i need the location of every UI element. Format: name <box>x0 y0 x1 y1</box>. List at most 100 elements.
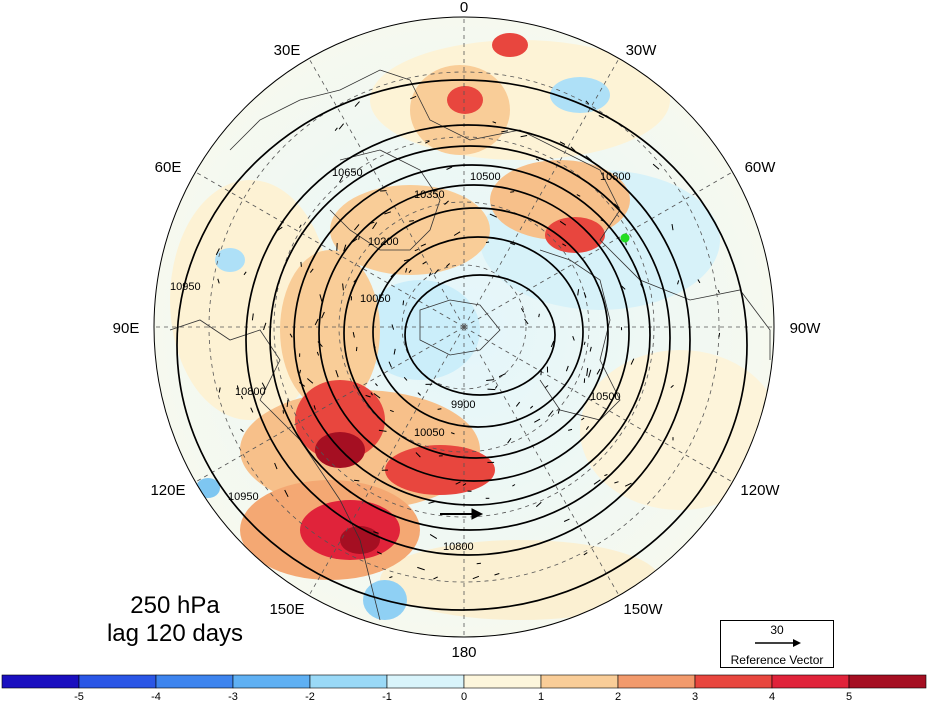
wind-vector <box>299 369 301 374</box>
colorbar-tick-label: 5 <box>846 691 852 702</box>
wind-vector <box>677 280 680 285</box>
anomaly-patch <box>550 77 610 113</box>
reference-magnitude: 30 <box>770 623 784 637</box>
wind-vector <box>535 501 542 508</box>
wind-vector <box>604 474 608 477</box>
wind-vector <box>583 292 587 298</box>
wind-vector <box>445 263 451 267</box>
anomaly-field <box>154 17 774 637</box>
wind-vector <box>215 248 220 256</box>
polar-stereographic-map: 9900 10050 10050 10200 10350 10500 10500… <box>113 0 822 661</box>
wind-vector <box>572 336 575 341</box>
wind-vector <box>420 243 427 247</box>
colorbar-tick-label: 0 <box>461 691 467 702</box>
parallel <box>273 136 655 518</box>
anomaly-patch <box>492 33 528 57</box>
wind-vector <box>486 379 495 381</box>
wind-vector <box>339 175 344 183</box>
wind-vector <box>393 348 396 355</box>
wind-vector <box>529 405 534 409</box>
parallel <box>208 71 720 583</box>
wind-vector <box>321 311 325 319</box>
lon-label-90w: 90W <box>790 320 822 337</box>
contour-10650 <box>269 145 671 531</box>
wind-vector <box>559 141 566 145</box>
wind-vector <box>462 483 467 486</box>
wind-vector <box>476 562 481 565</box>
lon-label-150e: 150E <box>269 601 304 618</box>
colorbar-swatch <box>1 674 80 689</box>
lon-label-120e: 120E <box>150 482 185 499</box>
wind-vector <box>596 368 601 375</box>
meridian <box>308 58 465 328</box>
lon-label-30w: 30W <box>626 42 658 59</box>
wind-vector <box>422 261 427 265</box>
wind-vector <box>313 405 316 410</box>
wind-vector <box>598 115 604 119</box>
wind-vector <box>403 376 408 381</box>
contour-label: 10800 <box>235 386 266 398</box>
wind-vector <box>236 385 239 391</box>
wind-vector <box>373 531 379 534</box>
coastline <box>539 249 621 421</box>
wind-vector <box>218 387 221 393</box>
wind-vector <box>652 163 660 170</box>
wind-vector <box>485 241 490 243</box>
wind-vector <box>274 462 278 470</box>
wind-vector <box>534 418 541 423</box>
wind-vector <box>697 279 701 284</box>
wind-vector <box>429 533 438 540</box>
wind-vector <box>538 313 540 318</box>
wind-vector <box>334 127 338 132</box>
wind-vector <box>409 220 414 222</box>
wind-vector <box>354 224 360 231</box>
wind-vector <box>261 382 267 390</box>
wind-vector <box>319 294 323 302</box>
location-marker <box>620 233 630 243</box>
plot-title: 250 hPa lag 120 days <box>60 592 290 648</box>
wind-vector <box>389 409 394 413</box>
contour-9900 <box>404 274 556 396</box>
wind-vector <box>417 566 425 571</box>
wind-vector <box>373 393 381 399</box>
wind-vector <box>417 392 421 396</box>
anomaly-patch <box>490 160 630 240</box>
wind-vector <box>450 432 455 435</box>
wind-vector <box>577 289 580 296</box>
lon-label-0: 0 <box>460 0 468 16</box>
anomaly-patch <box>447 86 483 114</box>
wind-vector <box>444 200 449 205</box>
wind-vector <box>351 238 358 243</box>
wind-vector <box>344 488 352 494</box>
colorbar-swatch <box>771 674 850 689</box>
wind-vector <box>446 166 453 170</box>
contour-label: 10800 <box>443 541 474 553</box>
wind-vector <box>317 341 323 348</box>
contour-10500 <box>293 164 651 506</box>
coastline <box>419 299 501 356</box>
wind-vector <box>670 384 674 388</box>
wind-vector <box>390 272 396 278</box>
wind-vector <box>240 428 244 432</box>
wind-vector <box>415 452 421 458</box>
anomaly-patch <box>545 217 605 253</box>
wind-vector <box>492 121 497 124</box>
colorbar-swatch <box>463 674 542 689</box>
wind-vector <box>402 300 405 306</box>
wind-vector <box>376 551 382 555</box>
wind-vector <box>624 482 632 487</box>
wind-vector <box>410 95 417 100</box>
pressure-level: 250 hPa <box>130 592 220 619</box>
wind-vector <box>250 407 254 413</box>
wind-vector <box>299 224 302 228</box>
colorbar-tick-label: 3 <box>692 691 698 702</box>
meridian <box>463 171 733 328</box>
meridian <box>463 58 620 328</box>
colorbar-tick-label: -1 <box>382 691 392 702</box>
wind-vector <box>343 244 347 252</box>
lon-label-30e: 30E <box>274 42 301 59</box>
wind-vector <box>489 213 498 218</box>
contour-label: 10650 <box>332 167 363 179</box>
contour-label: 10950 <box>228 491 259 503</box>
wind-vector <box>570 146 576 152</box>
